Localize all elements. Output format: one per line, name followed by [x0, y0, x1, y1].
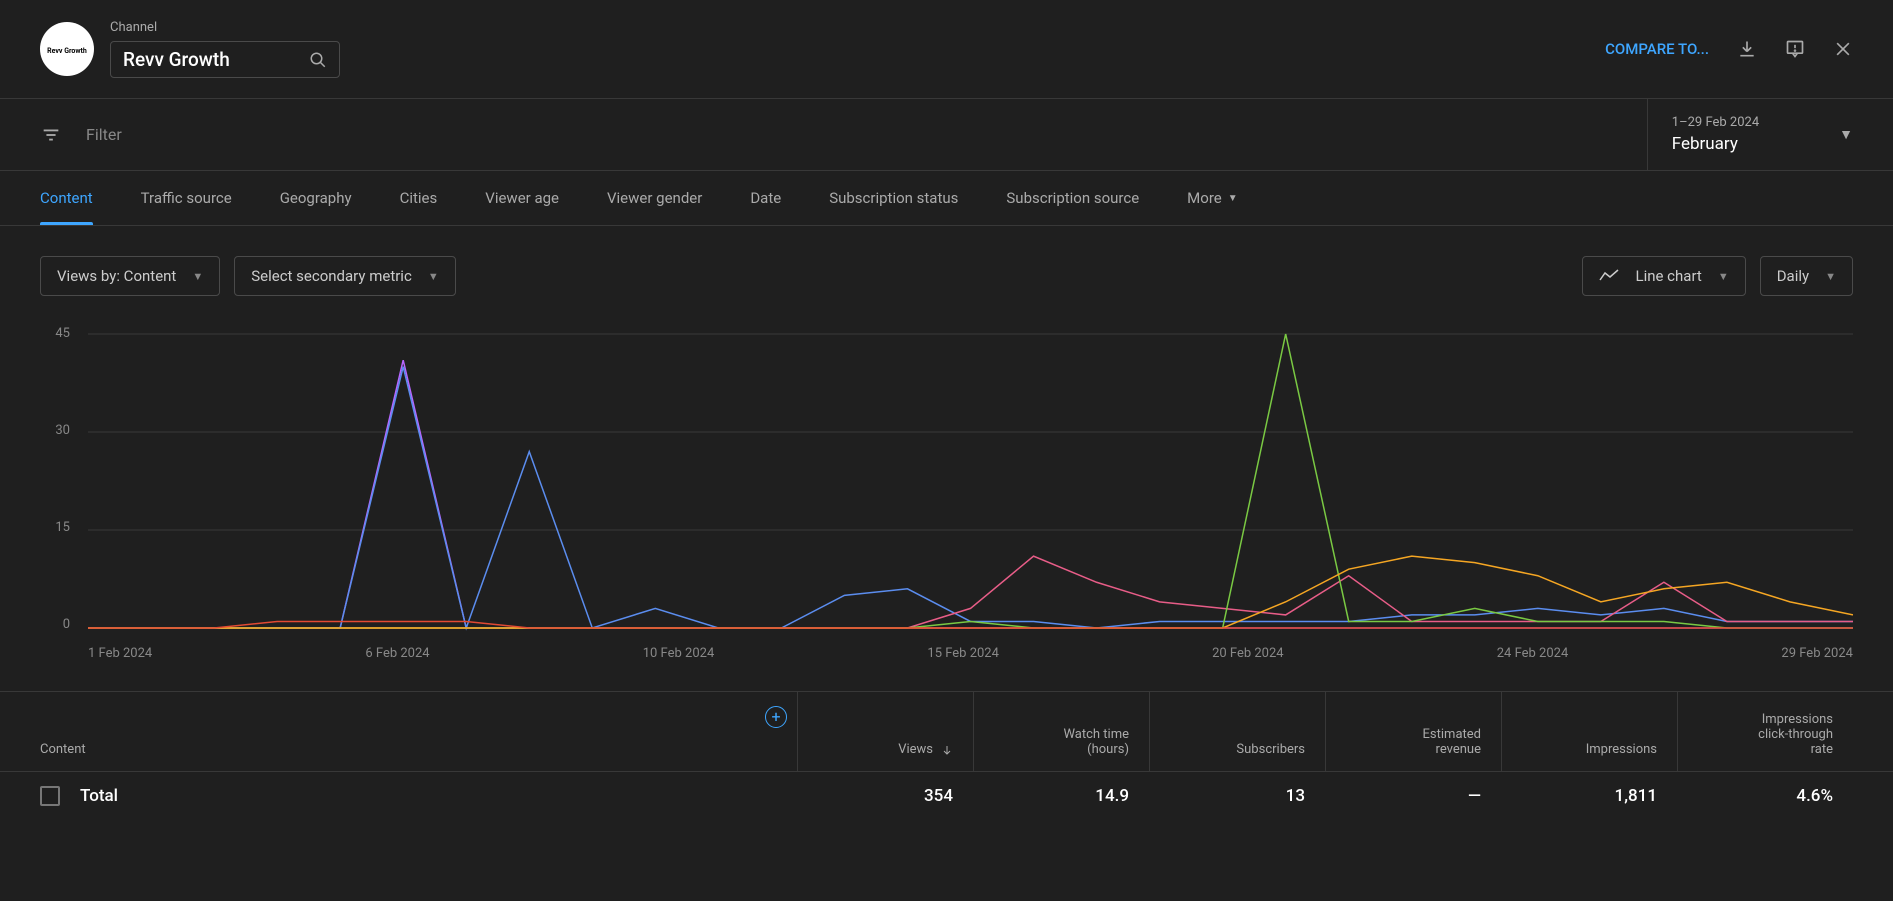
series-blue[interactable]	[88, 367, 1853, 628]
th-ctr[interactable]: Impressions click-through rate	[1677, 692, 1853, 771]
header: Revv Growth Channel Revv Growth COMPARE …	[0, 0, 1893, 98]
line-chart-svg[interactable]	[88, 326, 1853, 636]
tab-subscription-source[interactable]: Subscription source	[1006, 171, 1139, 225]
channel-name: Revv Growth	[123, 48, 297, 71]
line-chart-icon	[1599, 269, 1619, 283]
chart: 4530150 1 Feb 20246 Feb 202410 Feb 20241…	[0, 326, 1893, 661]
svg-text:Revv Growth: Revv Growth	[47, 47, 87, 55]
date-range: 1–29 Feb 2024	[1672, 115, 1759, 130]
views-by-dropdown[interactable]: Views by: Content▼	[40, 256, 220, 296]
date-label: February	[1672, 134, 1759, 154]
filter-input[interactable]: Filter	[86, 125, 122, 144]
tab-date[interactable]: Date	[750, 171, 781, 225]
th-content[interactable]: Content +	[40, 692, 797, 771]
td-ctr: 4.6%	[1677, 786, 1853, 806]
td-views: 354	[797, 786, 973, 806]
table-row-total: Total 354 14.9 13 — 1,811 4.6%	[0, 772, 1893, 820]
tab-more[interactable]: More▼	[1187, 171, 1237, 225]
channel-block: Channel Revv Growth	[110, 20, 340, 78]
filter-row: Filter 1–29 Feb 2024 February ▼	[0, 98, 1893, 170]
header-right: COMPARE TO...	[1605, 39, 1853, 59]
series-purple[interactable]	[88, 360, 1853, 628]
tab-subscription-status[interactable]: Subscription status	[829, 171, 958, 225]
tabs: Content Traffic source Geography Cities View…	[0, 170, 1893, 226]
td-watch: 14.9	[973, 786, 1149, 806]
filter-icon[interactable]	[40, 124, 62, 146]
x-axis-labels: 1 Feb 20246 Feb 202410 Feb 202415 Feb 20…	[88, 646, 1853, 661]
tab-traffic-source[interactable]: Traffic source	[141, 171, 232, 225]
secondary-metric-dropdown[interactable]: Select secondary metric▼	[234, 256, 455, 296]
series-pink[interactable]	[88, 556, 1853, 628]
channel-label: Channel	[110, 20, 340, 35]
add-metric-button[interactable]: +	[765, 706, 787, 728]
th-watch-time[interactable]: Watch time (hours)	[973, 692, 1149, 771]
controls: Views by: Content▼ Select secondary metr…	[0, 226, 1893, 316]
sort-down-icon	[941, 744, 953, 756]
close-icon[interactable]	[1833, 39, 1853, 59]
series-red[interactable]	[88, 621, 1853, 628]
date-picker[interactable]: 1–29 Feb 2024 February ▼	[1647, 99, 1853, 170]
series-green[interactable]	[88, 334, 1853, 628]
th-impressions[interactable]: Impressions	[1501, 692, 1677, 771]
total-label: Total	[80, 786, 118, 806]
channel-avatar[interactable]: Revv Growth	[40, 22, 94, 76]
y-axis-labels: 4530150	[40, 326, 70, 632]
search-icon[interactable]	[309, 51, 327, 69]
tab-cities[interactable]: Cities	[400, 171, 438, 225]
tab-viewer-gender[interactable]: Viewer gender	[607, 171, 702, 225]
granularity-dropdown[interactable]: Daily▼	[1760, 256, 1853, 296]
filter-left: Filter	[40, 124, 122, 146]
data-table: Content + Views Watch time (hours) Subsc…	[0, 691, 1893, 820]
td-subs: 13	[1149, 786, 1325, 806]
tab-geography[interactable]: Geography	[280, 171, 352, 225]
th-subscribers[interactable]: Subscribers	[1149, 692, 1325, 771]
header-left: Revv Growth Channel Revv Growth	[40, 20, 340, 78]
feedback-icon[interactable]	[1785, 39, 1805, 59]
chevron-down-icon: ▼	[1839, 126, 1853, 143]
table-header: Content + Views Watch time (hours) Subsc…	[0, 692, 1893, 772]
th-views[interactable]: Views	[797, 692, 973, 771]
series-orange[interactable]	[88, 556, 1853, 628]
tab-viewer-age[interactable]: Viewer age	[485, 171, 559, 225]
td-impr: 1,811	[1501, 786, 1677, 806]
chart-type-dropdown[interactable]: Line chart▼	[1582, 256, 1745, 296]
td-rev: —	[1325, 786, 1501, 806]
compare-button[interactable]: COMPARE TO...	[1605, 40, 1709, 58]
channel-search[interactable]: Revv Growth	[110, 41, 340, 78]
row-checkbox[interactable]	[40, 786, 60, 806]
download-icon[interactable]	[1737, 39, 1757, 59]
tab-content[interactable]: Content	[40, 171, 93, 225]
th-revenue[interactable]: Estimated revenue	[1325, 692, 1501, 771]
